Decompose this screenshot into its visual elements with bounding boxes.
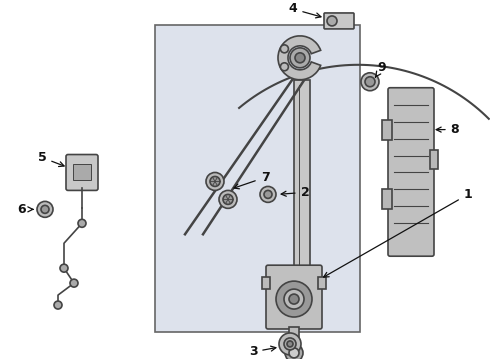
Text: 5: 5: [38, 151, 64, 167]
Circle shape: [284, 289, 304, 309]
Circle shape: [290, 48, 310, 68]
Circle shape: [54, 301, 62, 309]
Bar: [318, 277, 326, 289]
Circle shape: [361, 73, 379, 91]
FancyBboxPatch shape: [66, 154, 98, 190]
Circle shape: [365, 77, 375, 87]
Text: 2: 2: [281, 186, 309, 199]
Circle shape: [276, 281, 312, 317]
FancyBboxPatch shape: [266, 265, 322, 329]
Bar: [289, 327, 299, 345]
Text: 9: 9: [375, 61, 386, 77]
Circle shape: [219, 190, 237, 208]
Circle shape: [295, 53, 305, 63]
Circle shape: [223, 194, 233, 204]
Text: 7: 7: [234, 171, 270, 189]
Circle shape: [60, 264, 68, 272]
Text: 8: 8: [436, 123, 459, 136]
Circle shape: [289, 348, 299, 358]
Circle shape: [280, 45, 289, 53]
Text: 4: 4: [289, 3, 321, 18]
Circle shape: [280, 63, 289, 71]
Circle shape: [327, 16, 337, 26]
Circle shape: [210, 176, 220, 186]
Text: 1: 1: [323, 188, 472, 277]
Bar: [430, 149, 438, 170]
Text: 3: 3: [249, 345, 276, 359]
Text: 6: 6: [18, 203, 33, 216]
FancyBboxPatch shape: [324, 13, 354, 29]
Circle shape: [260, 186, 276, 202]
Bar: [73, 165, 91, 180]
Circle shape: [264, 190, 272, 198]
Circle shape: [287, 341, 293, 347]
Wedge shape: [278, 36, 320, 80]
FancyBboxPatch shape: [388, 88, 434, 256]
Circle shape: [78, 219, 86, 227]
Bar: [382, 120, 392, 140]
Circle shape: [285, 344, 303, 360]
Bar: [155, 25, 360, 332]
Bar: [294, 80, 310, 294]
Bar: [262, 277, 270, 289]
Circle shape: [41, 205, 49, 213]
Circle shape: [70, 279, 78, 287]
Circle shape: [279, 333, 301, 355]
Circle shape: [284, 338, 296, 350]
Circle shape: [37, 201, 53, 217]
Bar: [382, 189, 392, 210]
Circle shape: [206, 172, 224, 190]
Circle shape: [289, 294, 299, 304]
